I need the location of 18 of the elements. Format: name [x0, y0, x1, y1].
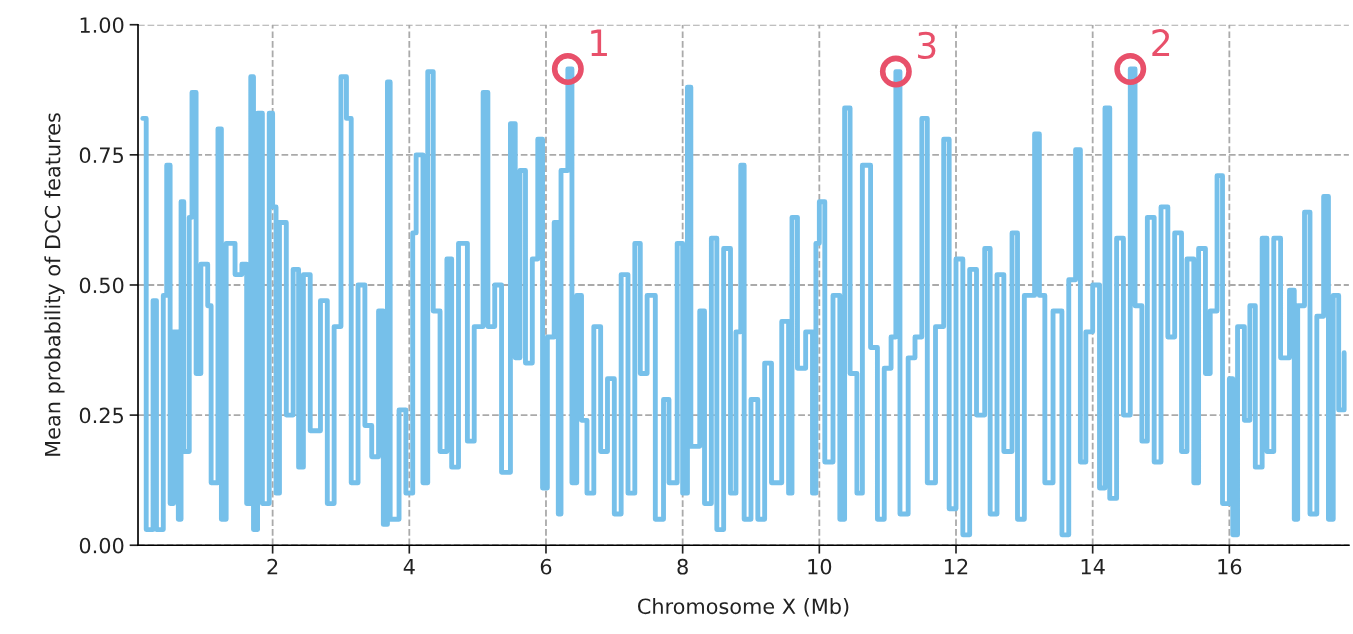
y-tick-label: 0.00: [79, 537, 124, 554]
annotation: 2: [1152, 29, 1170, 56]
y-tick-label: 1.00: [80, 17, 124, 33]
x-tick-label: 8: [677, 558, 688, 575]
x-tick-label: 2: [267, 558, 278, 575]
x-tick-label: 14: [1081, 559, 1105, 575]
x-tick-label: 4: [403, 559, 415, 575]
y-tick-label: 0.50: [79, 277, 124, 294]
x-tick-label: 10: [808, 558, 832, 575]
x-tick-label: 12: [945, 558, 968, 575]
annotation: 1: [591, 29, 607, 56]
x-tick-label: 6: [540, 558, 552, 575]
y-tick-label: 0.25: [79, 407, 123, 424]
y-axis-title: Mean probability of DCC features: [44, 113, 65, 456]
y-tick-label: 0.75: [79, 147, 123, 164]
annotation: 3: [918, 31, 936, 60]
x-tick-label: 16: [1218, 558, 1242, 575]
x-axis-title: Chromosome X (Mb): [637, 598, 849, 617]
